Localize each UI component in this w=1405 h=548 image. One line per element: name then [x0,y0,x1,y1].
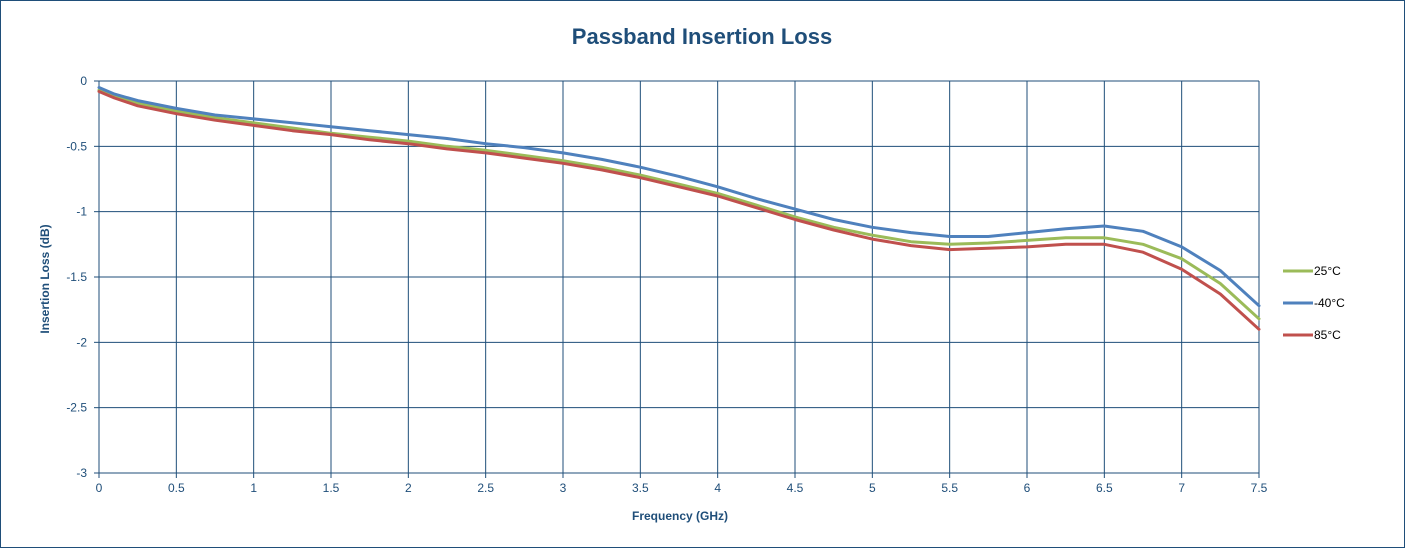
y-tick-label: -2 [76,335,87,349]
x-tick-label: 1 [250,481,257,495]
x-tick-label: 6.5 [1096,481,1113,495]
y-tick-label: -0.5 [66,139,87,153]
x-tick-label: 3 [560,481,567,495]
axis-ticks: 0 0.5 1 1.5 2 2.5 3 3.5 4 4.5 5 5.5 6 6.5 7 7.5 0 -0.5 -1 -… [66,74,1267,495]
y-tick-label: -3 [76,466,87,480]
legend: 25°C -40°C 85°C [1283,264,1345,342]
chart-title: Passband Insertion Loss [572,24,832,49]
x-tick-label: 4 [714,481,721,495]
x-tick-label: 4.5 [787,481,804,495]
legend-label: -40°C [1314,296,1345,310]
x-tick-label: 0 [96,481,103,495]
x-tick-label: 2 [405,481,412,495]
x-tick-label: 3.5 [632,481,649,495]
plot-grid [94,80,1260,478]
y-tick-label: -1 [76,205,87,219]
legend-label: 85°C [1314,328,1341,342]
legend-label: 25°C [1314,264,1341,278]
x-tick-label: 7.5 [1251,481,1268,495]
x-tick-label: 7 [1178,481,1185,495]
x-tick-label: 5 [869,481,876,495]
x-tick-label: 0.5 [168,481,185,495]
y-axis-label: Insertion Loss (dB) [38,224,52,333]
series-line [97,90,1261,331]
y-tick-label: -2.5 [66,401,87,415]
x-tick-label: 1.5 [323,481,340,495]
x-tick-label: 5.5 [941,481,958,495]
x-tick-label: 2.5 [477,481,494,495]
series-line [97,88,1261,321]
series-line [97,86,1261,308]
x-tick-label: 6 [1024,481,1031,495]
series-lines [97,86,1261,331]
y-tick-label: -1.5 [66,270,87,284]
x-axis-label: Frequency (GHz) [632,509,728,523]
y-tick-label: 0 [80,74,87,88]
